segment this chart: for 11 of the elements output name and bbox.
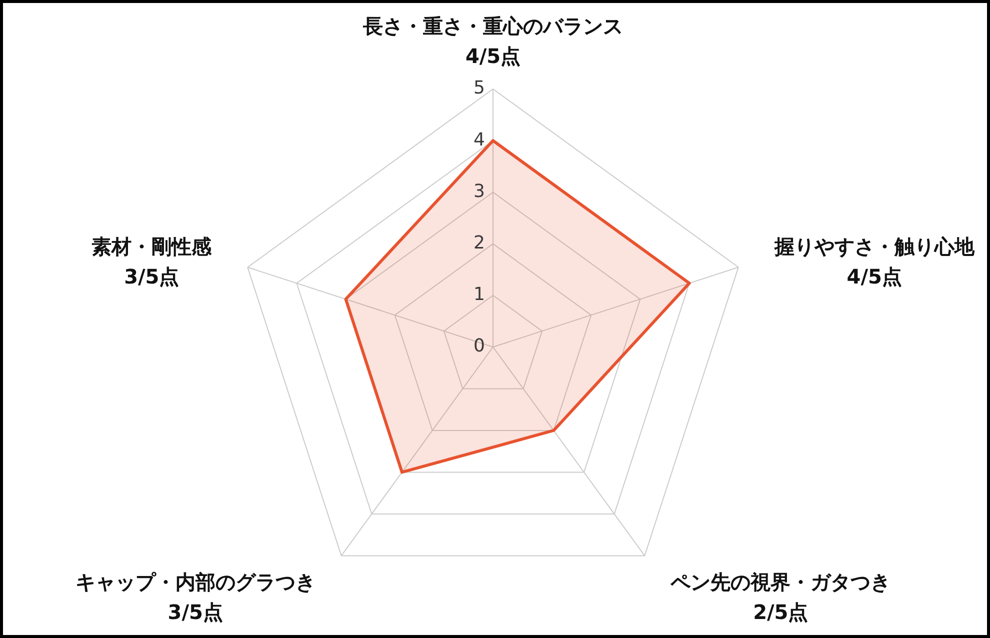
y-tick-label: 2 (474, 232, 485, 254)
spoke-label: ペン先の視界・ガタつき 2/5点 (670, 570, 891, 624)
y-tick-label: 0 (474, 336, 485, 357)
y-tick-label: 4 (474, 129, 485, 150)
y-tick-label: 1 (474, 284, 485, 306)
spoke-label: キャップ・内部のグラつき 3/5点 (75, 570, 316, 624)
spoke-label: 素材・剛性感 3/5点 (92, 234, 213, 288)
spoke-label: 握りやすさ・触り心地 4/5点 (773, 234, 976, 288)
y-tick-label: 5 (474, 78, 485, 99)
y-tick-label: 3 (474, 180, 485, 202)
spoke-label: 長さ・重さ・重心のバランス 4/5点 (362, 14, 623, 68)
